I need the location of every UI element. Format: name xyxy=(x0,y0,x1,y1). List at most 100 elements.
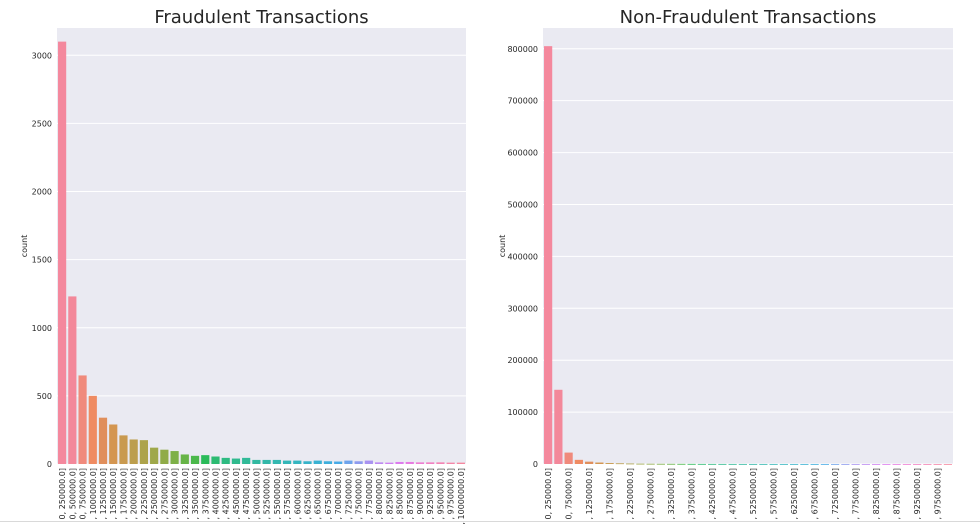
x-tick-label: 0, 500000.0] xyxy=(68,468,77,519)
bar xyxy=(605,463,614,464)
x-tick-label: , 5250000.0] xyxy=(749,468,758,519)
bar xyxy=(708,463,717,465)
x-tick-label: , 9750000.0] xyxy=(447,468,456,519)
x-tick-label: , 1750000.0] xyxy=(119,468,128,519)
bar xyxy=(697,463,706,465)
y-axis-label: count xyxy=(20,235,29,258)
x-tick-label: , 3250000.0] xyxy=(667,468,676,519)
y-tick-label: 0 xyxy=(533,460,538,469)
y-tick-label: 700000 xyxy=(507,97,538,106)
bar xyxy=(180,454,189,464)
x-tick-label: , 4500000.0] xyxy=(232,468,241,519)
x-tick-label: 0, 250000.0] xyxy=(58,468,67,519)
x-tick-label: , 8750000.0] xyxy=(893,468,902,519)
bar xyxy=(574,459,583,464)
bar xyxy=(88,395,97,464)
bar xyxy=(129,439,138,464)
bar xyxy=(728,463,737,465)
bar xyxy=(221,457,230,464)
bar xyxy=(677,463,686,465)
y-tick-label: 0 xyxy=(47,460,52,469)
bar xyxy=(913,463,922,465)
bar xyxy=(564,452,573,464)
bar xyxy=(293,460,302,464)
bar xyxy=(861,463,870,465)
x-tick-label: , 4000000.0] xyxy=(211,468,220,519)
bar xyxy=(646,463,655,465)
y-axis-label: count xyxy=(498,235,507,258)
bar xyxy=(364,460,373,464)
bar xyxy=(323,461,333,464)
x-tick-label: , 2500000.0] xyxy=(150,468,159,519)
y-tick-label: 300000 xyxy=(507,304,538,313)
non-fraudulent-chart: 0 100000 200000 300000 400000 500000 600000 700… xyxy=(498,7,953,519)
bar xyxy=(109,424,118,464)
x-tick-label: , 2250000.0] xyxy=(626,468,635,519)
x-tick-label: , 4250000.0] xyxy=(708,468,717,519)
bar xyxy=(800,463,809,465)
bar xyxy=(354,461,363,464)
bar xyxy=(374,462,384,464)
x-tick-label: , 9000000.0] xyxy=(416,468,425,519)
bar xyxy=(405,461,414,464)
bar xyxy=(923,463,932,465)
x-tick-label: , 3750000.0] xyxy=(201,468,210,519)
bar xyxy=(933,463,942,465)
x-tick-label: , 3250000.0] xyxy=(181,468,190,519)
x-tick-label: , 2000000.0] xyxy=(130,468,139,519)
bar xyxy=(820,463,829,465)
y-tick-label: 500000 xyxy=(507,200,538,209)
bar xyxy=(272,459,281,464)
x-tick-label: 0, 750000.0] xyxy=(565,468,574,519)
bar xyxy=(687,463,696,465)
bar xyxy=(395,461,404,464)
x-tick-label: , 6000000.0] xyxy=(293,468,302,519)
x-tick-label: , 5250000.0] xyxy=(263,468,272,519)
bar xyxy=(170,451,179,464)
x-tick-label: , 7000000.0] xyxy=(334,468,343,519)
x-tick-label: , 2750000.0] xyxy=(160,468,169,519)
bar xyxy=(334,461,343,464)
bar xyxy=(872,463,881,465)
x-tick-label: , 5750000.0] xyxy=(770,468,779,519)
bar xyxy=(139,440,149,464)
x-tick-label: , 1750000.0] xyxy=(606,468,615,519)
bar xyxy=(656,463,665,465)
bar xyxy=(344,460,353,464)
bar xyxy=(211,456,220,464)
bar xyxy=(119,435,128,464)
x-tick-label: , 6250000.0] xyxy=(790,468,799,519)
x-tick-label: , 8500000.0] xyxy=(396,468,405,519)
y-tick-label: 2000 xyxy=(32,188,52,197)
bar xyxy=(415,462,425,464)
bar xyxy=(779,463,788,465)
y-tick-label: 200000 xyxy=(507,356,538,365)
plot-area xyxy=(543,28,953,464)
bar xyxy=(252,459,261,464)
bar xyxy=(58,41,67,464)
x-tick-label: , 2250000.0] xyxy=(140,468,149,519)
bar xyxy=(554,389,563,464)
chart-title: Fraudulent Transactions xyxy=(154,7,368,28)
x-tick-label: , 5750000.0] xyxy=(283,468,292,519)
bar xyxy=(313,460,322,464)
x-tick-label: , 5000000.0] xyxy=(252,468,261,519)
bar xyxy=(98,417,108,464)
y-tick-label: 1500 xyxy=(32,256,52,265)
x-tick-label: , 1250000.0] xyxy=(585,468,594,519)
x-tick-label: , 6750000.0] xyxy=(324,468,333,519)
x-tick-label: , 4750000.0] xyxy=(729,468,738,519)
x-tick-label: 0, 750000.0] xyxy=(79,468,88,519)
x-tick-label: , 8750000.0] xyxy=(406,468,415,519)
bar xyxy=(201,455,210,464)
chart-title: Non-Fraudulent Transactions xyxy=(620,7,877,28)
x-tick-label: , 8000000.0] xyxy=(375,468,384,519)
x-tick-label: , 9750000.0] xyxy=(934,468,943,519)
plot-area xyxy=(57,28,466,464)
x-tick-label: , 6500000.0] xyxy=(314,468,323,519)
y-tick-label: 400000 xyxy=(507,252,538,261)
bar xyxy=(738,463,747,465)
x-tick-label: , 9250000.0] xyxy=(913,468,922,519)
x-tick-label: , 1500000.0] xyxy=(109,468,118,519)
